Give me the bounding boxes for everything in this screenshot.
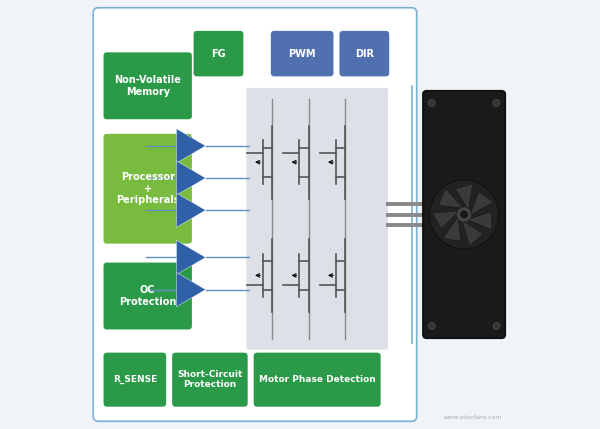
Polygon shape bbox=[455, 184, 473, 208]
Circle shape bbox=[461, 211, 467, 218]
FancyBboxPatch shape bbox=[423, 91, 505, 338]
Text: Short-Circuit
Protection: Short-Circuit Protection bbox=[177, 370, 242, 390]
Polygon shape bbox=[176, 272, 206, 307]
FancyBboxPatch shape bbox=[93, 8, 416, 421]
Polygon shape bbox=[433, 211, 457, 229]
FancyBboxPatch shape bbox=[172, 353, 248, 407]
Text: PWM: PWM bbox=[289, 48, 316, 59]
FancyBboxPatch shape bbox=[104, 263, 192, 329]
FancyBboxPatch shape bbox=[247, 88, 388, 350]
FancyBboxPatch shape bbox=[271, 31, 334, 76]
Text: Non-Volatile
Memory: Non-Volatile Memory bbox=[114, 75, 181, 97]
Text: DIR: DIR bbox=[355, 48, 374, 59]
FancyBboxPatch shape bbox=[254, 353, 380, 407]
Circle shape bbox=[457, 207, 472, 222]
Polygon shape bbox=[463, 222, 483, 246]
Text: Motor Phase Detection: Motor Phase Detection bbox=[259, 375, 376, 384]
Circle shape bbox=[430, 180, 499, 249]
Polygon shape bbox=[443, 218, 461, 241]
Polygon shape bbox=[176, 193, 206, 227]
FancyBboxPatch shape bbox=[194, 31, 244, 76]
Polygon shape bbox=[176, 161, 206, 195]
Text: R_SENSE: R_SENSE bbox=[113, 375, 157, 384]
Text: Processor
+
Peripherals: Processor + Peripherals bbox=[116, 172, 179, 205]
Text: www.elecfans.com: www.elecfans.com bbox=[443, 415, 502, 420]
Text: FG: FG bbox=[211, 48, 226, 59]
FancyBboxPatch shape bbox=[104, 134, 192, 244]
FancyBboxPatch shape bbox=[340, 31, 389, 76]
FancyBboxPatch shape bbox=[104, 353, 166, 407]
Text: OC
Protection: OC Protection bbox=[119, 285, 176, 307]
FancyBboxPatch shape bbox=[104, 52, 192, 119]
Polygon shape bbox=[176, 129, 206, 163]
Polygon shape bbox=[469, 212, 492, 230]
Circle shape bbox=[428, 323, 435, 329]
Polygon shape bbox=[176, 240, 206, 275]
Circle shape bbox=[493, 100, 500, 106]
Polygon shape bbox=[439, 189, 463, 208]
Circle shape bbox=[493, 323, 500, 329]
Circle shape bbox=[428, 100, 435, 106]
Polygon shape bbox=[472, 192, 493, 214]
